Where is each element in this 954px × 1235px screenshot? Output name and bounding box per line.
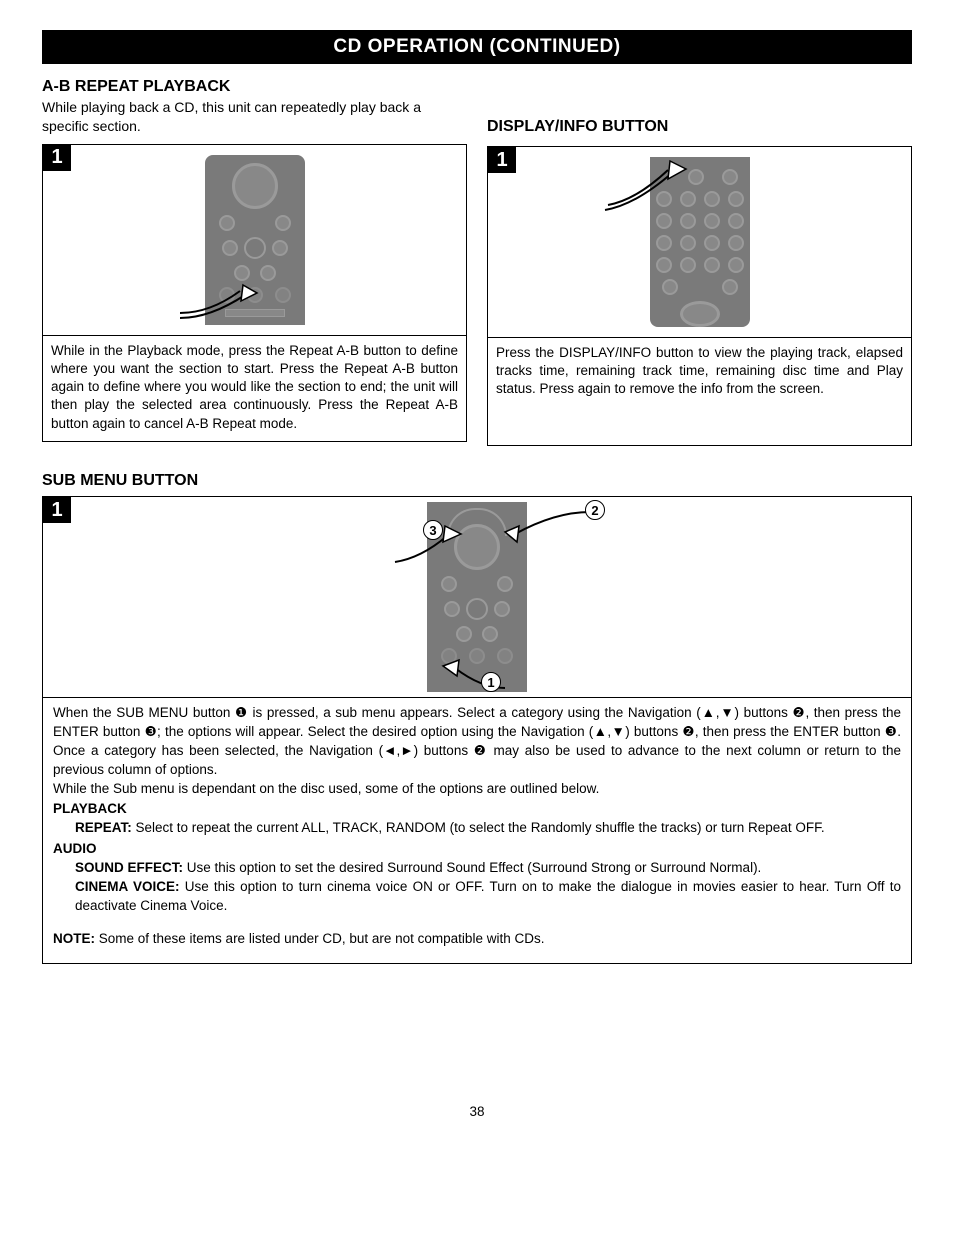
ab-repeat-intro: While playing back a CD, this unit can r… [42,98,467,136]
col-display-info: DISPLAY/INFO BUTTON 1 [487,78,912,446]
remote-graphic-ab [205,155,305,325]
callout-2: 2 [585,500,605,520]
submenu-para-depends: While the Sub menu is dependant on the d… [53,780,901,799]
submenu-heading: SUB MENU BUTTON [42,472,912,490]
page-number: 38 [42,1104,912,1119]
title-bar: CD OPERATION (CONTINUED) [42,30,912,64]
submenu-step-number: 1 [43,497,71,523]
callout-3: 3 [423,520,443,540]
cinema-voice-text: Use this option to turn cinema voice ON … [75,879,901,913]
two-column-layout: A-B REPEAT PLAYBACK While playing back a… [42,78,912,446]
ab-repeat-panel: 1 [42,144,467,442]
sound-effect-line: SOUND EFFECT: Use this option to set the… [53,859,901,878]
repeat-line: REPEAT: Select to repeat the current ALL… [53,819,901,838]
cinema-voice-label: CINEMA VOICE: [75,879,179,894]
ab-repeat-caption: While in the Playback mode, press the Re… [43,335,466,441]
playback-heading: PLAYBACK [53,800,901,819]
note-line: NOTE: Some of these items are listed und… [53,930,901,949]
remote-graphic-display [650,157,750,327]
col-ab-repeat: A-B REPEAT PLAYBACK While playing back a… [42,78,467,446]
audio-heading: AUDIO [53,840,901,859]
submenu-panel: 1 2 [42,496,912,964]
display-info-panel: 1 [487,146,912,446]
submenu-image: 1 2 [43,497,911,697]
note-label: NOTE: [53,931,95,946]
repeat-label: REPEAT: [75,820,132,835]
ab-repeat-step-number: 1 [43,145,71,171]
cinema-voice-line: CINEMA VOICE: Use this option to turn ci… [53,878,901,916]
ab-repeat-heading: A-B REPEAT PLAYBACK [42,78,467,96]
display-info-step-number: 1 [488,147,516,173]
display-info-heading: DISPLAY/INFO BUTTON [487,118,912,136]
note-text: Some of these items are listed under CD,… [95,931,544,946]
sound-effect-text: Use this option to set the desired Surro… [183,860,761,875]
display-info-caption: Press the DISPLAY/INFO button to view th… [488,337,911,445]
submenu-section: SUB MENU BUTTON 1 2 [42,472,912,964]
submenu-para-main: When the SUB MENU button ❶ is pressed, a… [53,704,901,780]
sound-effect-label: SOUND EFFECT: [75,860,183,875]
display-info-image: 1 [488,147,911,337]
submenu-text: When the SUB MENU button ❶ is pressed, a… [43,697,911,963]
ab-repeat-image: 1 [43,145,466,335]
repeat-text: Select to repeat the current ALL, TRACK,… [132,820,825,835]
callout-1: 1 [481,672,501,692]
